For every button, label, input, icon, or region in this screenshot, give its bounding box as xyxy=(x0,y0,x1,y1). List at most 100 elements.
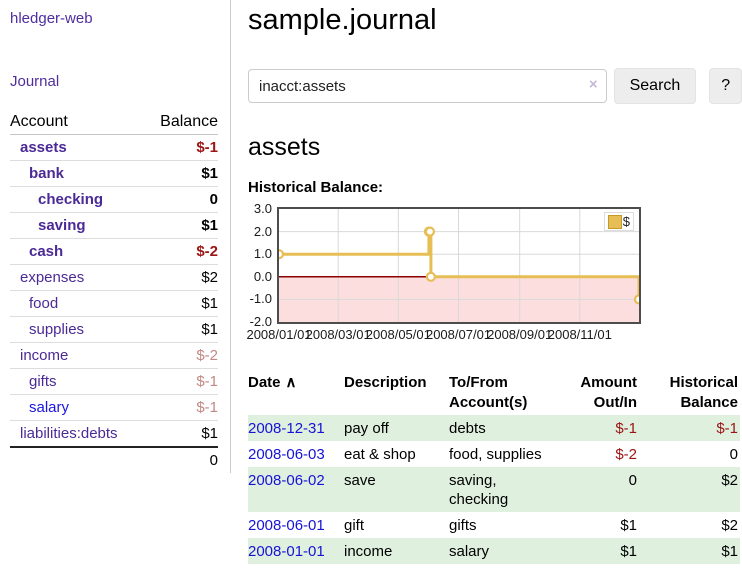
transaction-accounts: saving, checking xyxy=(449,472,509,508)
search-button[interactable]: Search xyxy=(613,68,697,104)
y-axis-tick-label: -1.0 xyxy=(249,291,272,307)
transaction-date[interactable]: 2008-06-01 xyxy=(248,512,344,538)
sidebar-account-row: gifts $-1 xyxy=(10,368,218,395)
x-axis-tick-label: 2008/09/01 xyxy=(487,327,553,342)
search-form: × Search ? xyxy=(248,68,742,104)
account-column-header: Account xyxy=(10,110,146,135)
register-row: 2008-06-01 gift gifts $1 $2 xyxy=(248,512,740,538)
account-balance: $1 xyxy=(145,212,218,239)
x-axis-tick-label: 2008/07/01 xyxy=(425,327,492,342)
register-row: 2008-06-03 eat & shop food, supplies $-2 0 xyxy=(248,441,740,467)
account-balance: $2 xyxy=(145,264,218,291)
nav-journal-link[interactable]: Journal xyxy=(10,73,60,90)
y-axis-tick-label: -2.0 xyxy=(249,314,272,329)
y-axis-tick-label: 1.0 xyxy=(253,246,272,262)
sidebar-account-link[interactable]: bank xyxy=(29,165,65,182)
date-column-header[interactable]: Date ∧ xyxy=(248,374,297,391)
sidebar-account-link[interactable]: supplies xyxy=(29,321,85,338)
help-button[interactable]: ? xyxy=(709,68,742,104)
transaction-date-link[interactable]: 2008-12-31 xyxy=(248,420,325,437)
chart-plot-area: $ xyxy=(277,207,641,324)
x-axis-tick-label: 2008/05/01 xyxy=(365,327,431,342)
register-row: 2008-12-31 pay off debts $-1 $-1 xyxy=(248,415,740,441)
chart-svg xyxy=(279,209,639,322)
search-box: × xyxy=(248,69,607,103)
transaction-date[interactable]: 2008-06-03 xyxy=(248,441,344,467)
amount-column-header: Amount Out/In xyxy=(580,374,637,411)
brand-link[interactable]: hledger-web xyxy=(10,10,93,27)
sidebar-account-link[interactable]: saving xyxy=(38,217,86,234)
register-row: 2008-01-01 income salary $1 $1 xyxy=(248,538,740,564)
x-axis-tick-label: 2008/03/01 xyxy=(305,327,371,342)
series-swatch-icon xyxy=(607,214,622,229)
sidebar-account-link[interactable]: cash xyxy=(29,243,64,260)
register-header-row: Date ∧ Description To/From Account(s) Amo… xyxy=(248,370,740,415)
x-axis-tick-label: 2008/11/01 xyxy=(547,327,612,342)
search-input[interactable] xyxy=(248,69,607,103)
transaction-description: pay off xyxy=(344,420,389,437)
sidebar-account-row: checking 0 xyxy=(10,186,218,213)
register-table: Date ∧ Description To/From Account(s) Amo… xyxy=(248,370,740,564)
account-heading: assets xyxy=(248,133,321,161)
total-row-spacer xyxy=(10,446,146,473)
transaction-date-link[interactable]: 2008-01-01 xyxy=(248,543,325,560)
transaction-accounts: food, supplies xyxy=(449,446,542,463)
sidebar-account-row: income $-2 xyxy=(10,342,218,369)
sidebar: hledger-web Journal Account Balance asse… xyxy=(0,0,231,473)
transaction-balance: 0 xyxy=(729,446,738,463)
sidebar-account-link[interactable]: checking xyxy=(38,191,104,208)
y-axis-tick-label: 0.0 xyxy=(253,268,272,284)
account-balance: $-1 xyxy=(145,368,218,395)
legend-label: $ xyxy=(622,214,630,229)
main-content: sample.journal × Search ? assets Histori… xyxy=(246,0,742,564)
account-balance: $-1 xyxy=(145,394,218,421)
transaction-amount: $1 xyxy=(620,543,637,560)
total-row: 0 xyxy=(10,446,218,473)
sidebar-account-row: cash $-2 xyxy=(10,238,218,265)
sidebar-account-link[interactable]: salary xyxy=(29,399,70,416)
sidebar-account-row: supplies $1 xyxy=(10,316,218,343)
account-balance: $1 xyxy=(145,316,218,343)
transaction-date-link[interactable]: 2008-06-02 xyxy=(248,472,325,489)
transaction-balance: $-1 xyxy=(716,420,738,437)
sidebar-account-link[interactable]: liabilities:debts xyxy=(20,425,118,442)
y-axis-tick-label: 3.0 xyxy=(253,201,272,216)
transaction-description: gift xyxy=(344,517,365,534)
transaction-amount: 0 xyxy=(628,472,637,489)
transaction-description: save xyxy=(344,472,376,489)
account-balance: $1 xyxy=(145,420,218,448)
transaction-amount: $-1 xyxy=(615,420,637,437)
account-balance: $-1 xyxy=(145,134,218,161)
account-balances-table: Account Balance assets $-1 bank $1 checking 0… xyxy=(10,110,218,473)
sidebar-account-row: liabilities:debts $1 xyxy=(10,420,218,448)
transaction-date[interactable]: 2008-06-02 xyxy=(248,467,344,512)
transaction-description: income xyxy=(344,543,393,560)
transaction-date-link[interactable]: 2008-06-01 xyxy=(248,517,325,534)
historical-balance-chart: $ 3.0 2.0 1.0 0.0 -1.0 -2.0 2008/01/01 2008/03/… xyxy=(246,201,742,349)
account-balance: $1 xyxy=(145,160,218,187)
sidebar-account-link[interactable]: food xyxy=(29,295,59,312)
sidebar-account-link[interactable]: income xyxy=(20,347,69,364)
sort-ascending-icon: ∧ xyxy=(285,374,297,391)
transaction-description: eat & shop xyxy=(344,446,416,463)
account-balance: 0 xyxy=(145,186,218,213)
transaction-accounts: gifts xyxy=(449,517,477,534)
transaction-date-link[interactable]: 2008-06-03 xyxy=(248,446,325,463)
account-balance: $-2 xyxy=(145,238,218,265)
sidebar-account-link[interactable]: gifts xyxy=(29,373,57,390)
clear-search-icon[interactable]: × xyxy=(588,76,598,93)
transaction-date[interactable]: 2008-12-31 xyxy=(248,415,344,441)
sidebar-account-link[interactable]: expenses xyxy=(20,269,85,286)
sidebar-account-row: bank $1 xyxy=(10,160,218,187)
transaction-date[interactable]: 2008-01-01 xyxy=(248,538,344,564)
transaction-accounts: salary xyxy=(449,543,490,560)
account-balance: $-2 xyxy=(145,342,218,369)
sidebar-account-row: food $1 xyxy=(10,290,218,317)
sidebar-account-link[interactable]: assets xyxy=(20,139,67,156)
sidebar-account-row: expenses $2 xyxy=(10,264,218,291)
transaction-accounts: debts xyxy=(449,420,486,437)
transaction-balance: $2 xyxy=(721,472,738,489)
sidebar-account-row: saving $1 xyxy=(10,212,218,239)
chart-title: Historical Balance: xyxy=(248,179,384,196)
